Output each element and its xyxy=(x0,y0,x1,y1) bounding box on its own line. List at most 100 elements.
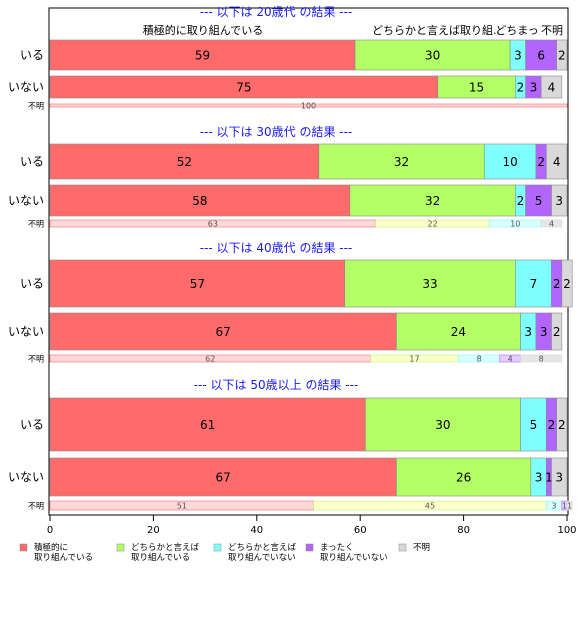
data-label: 3 xyxy=(535,471,543,485)
bar-segment xyxy=(365,397,521,452)
row-label: いる xyxy=(20,277,44,291)
bar-segment xyxy=(49,39,356,71)
row-label: いない xyxy=(8,194,44,208)
data-label: 22 xyxy=(427,220,437,229)
data-label: 3 xyxy=(552,502,557,511)
data-label: 59 xyxy=(195,49,210,63)
bar-segment xyxy=(540,219,563,228)
data-label: 30 xyxy=(435,418,450,432)
data-label: 2 xyxy=(553,277,561,291)
data-label: 57 xyxy=(190,277,205,291)
legend-label: 不明 xyxy=(413,543,430,553)
data-label: 1 xyxy=(567,502,572,511)
row-label: 不明 xyxy=(28,102,44,111)
row-label: いる xyxy=(20,48,44,62)
data-label: 3 xyxy=(530,81,538,95)
data-label: 3 xyxy=(555,194,563,208)
data-label: 2 xyxy=(517,81,525,95)
bar-segment xyxy=(540,75,563,99)
data-label: 58 xyxy=(192,194,207,208)
data-label: 4 xyxy=(508,355,513,364)
data-label: 33 xyxy=(422,277,437,291)
x-tick-label: 100 xyxy=(557,525,576,536)
data-label: 10 xyxy=(502,155,517,169)
bar-segment xyxy=(556,39,568,71)
data-label: 10 xyxy=(510,220,520,229)
data-label: 32 xyxy=(394,155,409,169)
bar-segment xyxy=(396,457,532,497)
data-label: 45 xyxy=(425,502,435,511)
data-label: 15 xyxy=(469,81,484,95)
legend-label: どちらかと言えば xyxy=(131,542,200,553)
legend-label: 取り組んでいる xyxy=(34,552,93,563)
data-label: 24 xyxy=(451,325,466,339)
data-label: 17 xyxy=(409,355,419,364)
header-label: 積極的に取り組んでいる xyxy=(143,23,263,37)
panel-title: --- 以下は 30歳代 の結果 --- xyxy=(200,125,353,139)
bar-segment xyxy=(546,143,568,180)
bar-segment xyxy=(551,184,568,217)
bar-segment xyxy=(483,143,537,180)
bar-segment xyxy=(49,457,397,497)
data-label: 3 xyxy=(514,49,522,63)
data-label: 2 xyxy=(558,418,566,432)
legend-label: 取り組んでいない xyxy=(320,552,388,563)
bar-segment xyxy=(349,184,516,217)
row-label: いる xyxy=(20,155,44,169)
x-tick-label: 80 xyxy=(457,525,470,536)
legend-label: 取り組んでいる xyxy=(131,552,190,563)
row-label: 不明 xyxy=(28,502,44,511)
data-label: 67 xyxy=(216,325,231,339)
legend-label: どちらかと言えば xyxy=(228,542,297,553)
data-label: 4 xyxy=(549,220,554,229)
legend-swatch xyxy=(213,543,222,552)
legend-label: まったく xyxy=(320,543,354,553)
data-label: 32 xyxy=(425,194,440,208)
legend-label: 取り組んでいない xyxy=(228,552,296,563)
data-label: 2 xyxy=(517,194,525,208)
row-label: いない xyxy=(8,470,44,484)
data-label: 2 xyxy=(563,277,571,291)
data-label: 61 xyxy=(200,418,215,432)
legend-swatch xyxy=(116,543,125,552)
legend-swatch xyxy=(19,543,28,552)
header-label: どちらかと言えば取り組.. xyxy=(372,24,500,37)
panel-title: --- 以下は 50歳以上 の結果 --- xyxy=(194,378,359,392)
x-tick-label: 20 xyxy=(147,525,160,536)
data-label: 3 xyxy=(540,325,548,339)
row-label: 不明 xyxy=(28,220,44,229)
data-label: 26 xyxy=(456,471,471,485)
data-label: 30 xyxy=(425,49,440,63)
bar-segment xyxy=(556,397,568,452)
bar-segment xyxy=(49,397,366,452)
bar-segment xyxy=(49,312,397,351)
legend-swatch xyxy=(398,543,407,552)
bar-segment xyxy=(49,184,351,217)
data-label: 2 xyxy=(537,155,545,169)
bar-segment xyxy=(354,39,511,71)
row-label: いない xyxy=(8,80,44,94)
data-label: 8 xyxy=(477,355,482,364)
bar-segment xyxy=(49,259,345,308)
bar-segment xyxy=(566,500,573,511)
panel-title: --- 以下は 40歳代 の結果 --- xyxy=(200,241,353,255)
row-label: いる xyxy=(20,418,44,432)
data-label: 63 xyxy=(208,220,218,229)
bar-segment xyxy=(561,259,573,308)
row-label: 不明 xyxy=(28,355,44,364)
data-label: 2 xyxy=(558,49,566,63)
panel-title: --- 以下は 20歳代 の結果 --- xyxy=(200,5,353,19)
bar-segment xyxy=(520,397,547,452)
data-label: 3 xyxy=(555,471,563,485)
legend-swatch xyxy=(305,543,314,552)
data-label: 7 xyxy=(530,277,538,291)
x-tick-label: 0 xyxy=(47,525,53,536)
header-label: どちまっ xyxy=(495,24,539,37)
legend-label: 積極的に xyxy=(34,542,68,553)
x-tick-label: 60 xyxy=(354,525,367,536)
bar-segment xyxy=(520,354,563,363)
bar-segment xyxy=(551,312,563,351)
bar-segment xyxy=(514,259,552,308)
bar-segment xyxy=(551,457,568,497)
